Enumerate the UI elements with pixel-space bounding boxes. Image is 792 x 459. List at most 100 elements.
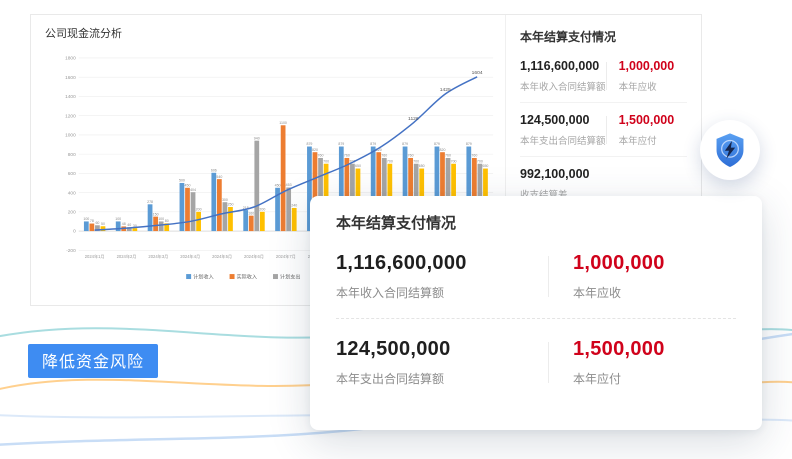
stat-payable: 1,500,000 本年应付: [619, 113, 687, 147]
popup-stat-payable: 1,500,000 本年应付: [573, 338, 736, 387]
bar-label: 700: [477, 159, 483, 163]
bar: [440, 152, 445, 232]
bar-label: 700: [349, 159, 355, 163]
cashflow-chart-title: 公司现金流分析: [45, 28, 122, 40]
bar: [275, 187, 280, 232]
stat-label: 本年收入合同结算额: [520, 82, 606, 93]
bar-label: 50: [101, 222, 105, 226]
y-tick-label: 600: [68, 171, 76, 177]
cashflow-chart-panel: 公司现金流分析 -200 0 200 400 600 800 1000 1200 1400 160…: [31, 15, 505, 305]
x-tick-label: 2024年5月: [212, 253, 232, 259]
bar: [95, 225, 100, 232]
bar-label: 218: [243, 206, 249, 210]
bar: [100, 226, 106, 232]
bar: [286, 187, 292, 232]
cashflow-chart: -200 0 200 400 600 800 1000 1200 1400 1600 1800 100…: [65, 56, 494, 280]
y-tick-label: 1200: [65, 113, 76, 119]
stat-label: 本年应收: [618, 82, 657, 93]
x-tick-label: 2024年7月: [276, 253, 296, 259]
bar-label: 500: [179, 179, 185, 183]
stat-receivable: 1,000,000 本年应收: [619, 59, 687, 93]
bar: [126, 227, 132, 232]
stat-label: 本年应付: [618, 136, 657, 147]
vertical-divider: [547, 342, 549, 383]
popup-stat-value: 1,116,600,000: [336, 252, 467, 274]
line-series: [94, 76, 478, 231]
stat-value: 1,000,000: [618, 59, 675, 73]
bar-label: 760: [381, 154, 387, 158]
stats-row-income: 1,116,600,000 本年收入合同结算额 1,000,000 本年应收: [520, 49, 687, 103]
bar-label: 650: [355, 164, 361, 168]
legend-label: 计划支出: [280, 272, 301, 280]
popup-stat-label: 本年应付: [572, 372, 621, 386]
bar-label: 150: [153, 212, 159, 216]
bar: [402, 146, 408, 232]
line-label: 1604: [472, 70, 483, 76]
stat-value: 1,116,600,000: [520, 59, 600, 73]
bar-label: 760: [445, 154, 451, 158]
promo-label-risk-reduction: 降低资金风险: [28, 344, 159, 378]
popup-stat-value: 1,000,000: [572, 252, 665, 274]
bar-label: 200: [259, 208, 265, 212]
bar-label: 100: [115, 217, 121, 221]
bar: [222, 202, 228, 232]
y-tick-label: 1600: [65, 75, 76, 81]
popup-stat-value: 1,500,000: [572, 338, 665, 360]
popup-stat-expense-settlement: 124,500,000 本年支出合同结算额: [336, 338, 548, 387]
stats-row-expense: 124,500,000 本年支出合同结算额 1,500,000 本年应付: [520, 103, 687, 157]
popup-stat-label: 本年应收: [572, 286, 621, 300]
bar-label: 760: [318, 154, 324, 158]
legend-label: 计划收入: [193, 272, 214, 280]
bar: [196, 211, 201, 232]
bar: [83, 221, 89, 232]
bar-label: 820: [312, 148, 318, 152]
bar: [115, 221, 121, 232]
bar: [370, 146, 376, 232]
bar-label: 48: [122, 222, 126, 226]
bar-label: 700: [323, 159, 329, 163]
bar-label: 80: [165, 219, 169, 223]
y-tick-label: 1000: [65, 133, 76, 139]
bar-label: 879: [370, 142, 376, 146]
bar-label: 453: [286, 183, 292, 187]
bar-label: 700: [387, 159, 393, 163]
bar: [434, 146, 440, 232]
bar-label: 540: [216, 175, 222, 179]
bar: [211, 172, 217, 232]
bar: [132, 228, 138, 232]
vertical-divider: [605, 116, 607, 144]
bar-label: 879: [338, 142, 344, 146]
vertical-divider: [605, 62, 607, 90]
stat-balance: 992,100,000 收支结算差: [520, 167, 687, 201]
bar-label: 300: [222, 198, 228, 202]
settlement-stats-title: 本年结算支付情况: [520, 30, 617, 44]
bar-label: 1100: [279, 121, 287, 125]
bar: [312, 152, 318, 232]
x-tick-label: 2024年1月: [85, 253, 105, 259]
bar: [228, 207, 233, 232]
y-tick-label: 400: [68, 190, 76, 196]
bar-label: 700: [451, 159, 457, 163]
stat-value: 124,500,000: [520, 113, 590, 127]
bar-label: 60: [95, 221, 99, 225]
bar: [153, 216, 158, 232]
popup-stat-receivable: 1,000,000 本年应收: [573, 252, 736, 301]
bar-label: 760: [471, 154, 477, 158]
bar-label: 404: [190, 188, 196, 192]
popup-stat-value: 124,500,000: [336, 338, 451, 360]
bar-label: 30: [133, 224, 137, 228]
bar: [318, 157, 323, 232]
popup-row-expense: 124,500,000 本年支出合同结算额 1,500,000 本年应付: [336, 318, 736, 404]
popup-title: 本年结算支付情况: [336, 215, 457, 232]
bar: [179, 182, 185, 232]
bar-label: 40: [127, 223, 131, 227]
x-tick-label: 2024年4月: [180, 253, 200, 259]
x-tick-label: 2024年6月: [244, 253, 264, 259]
bar-label: 820: [376, 148, 382, 152]
vertical-divider: [547, 256, 549, 297]
line-label: 1425: [440, 87, 451, 93]
bar-label: 160: [248, 211, 254, 215]
bar-label: 879: [402, 142, 408, 146]
stat-value: 1,500,000: [618, 113, 675, 127]
